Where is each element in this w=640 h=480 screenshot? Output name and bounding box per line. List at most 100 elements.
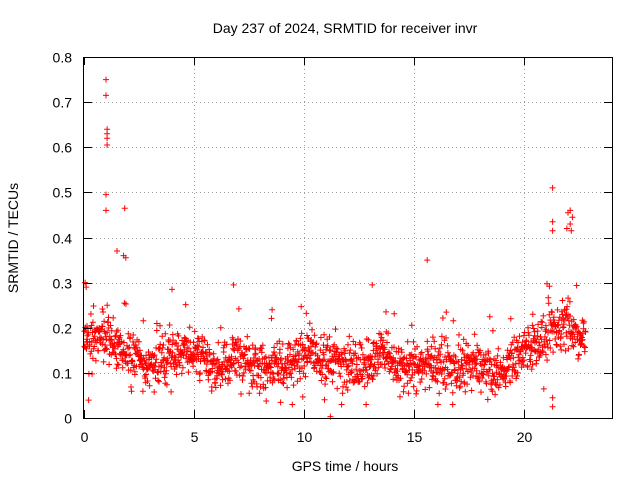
- data-point: [549, 403, 556, 410]
- data-point: [127, 351, 134, 358]
- data-point: [359, 373, 366, 380]
- data-point: [87, 350, 94, 357]
- data-point: [300, 370, 307, 377]
- data-point: [321, 331, 328, 338]
- data-point: [103, 345, 109, 352]
- data-point: [129, 358, 136, 365]
- data-point: [298, 330, 305, 337]
- data-point: [337, 373, 344, 380]
- data-point: [235, 305, 242, 312]
- data-point: [539, 319, 546, 326]
- data-point: [299, 393, 306, 400]
- data-point: [576, 329, 583, 336]
- data-point: [521, 357, 527, 364]
- data-point: [244, 333, 251, 340]
- data-point: [319, 357, 326, 364]
- data-point: [158, 349, 165, 356]
- data-point: [570, 343, 577, 350]
- data-point: [495, 384, 502, 391]
- data-point: [113, 355, 120, 362]
- data-point: [540, 385, 547, 392]
- data-point: [169, 341, 176, 348]
- data-point: [546, 337, 553, 344]
- data-point: [459, 363, 466, 369]
- data-point: [410, 383, 417, 390]
- y-tick-label: 0.6: [53, 140, 73, 156]
- data-point: [573, 323, 580, 330]
- data-point: [121, 205, 128, 212]
- data-point: [394, 368, 401, 375]
- data-point: [451, 367, 458, 374]
- data-point: [163, 381, 170, 388]
- data-point: [484, 396, 491, 403]
- data-point: [232, 368, 239, 375]
- data-point: [210, 350, 217, 357]
- data-point: [489, 327, 496, 334]
- data-point: [569, 342, 576, 349]
- data-point: [439, 315, 446, 321]
- data-point: [104, 329, 111, 336]
- data-point: [443, 334, 449, 341]
- data-point: [90, 303, 97, 309]
- data-point: [128, 388, 135, 395]
- data-point: [104, 135, 111, 142]
- data-point: [533, 336, 539, 343]
- data-point: [395, 345, 402, 352]
- data-point: [111, 345, 118, 352]
- data-point: [580, 318, 587, 325]
- data-point: [240, 355, 247, 362]
- data-point: [376, 352, 383, 359]
- data-point: [240, 369, 247, 376]
- data-point: [495, 345, 502, 352]
- data-point: [120, 348, 127, 355]
- data-point: [559, 297, 566, 304]
- data-point: [498, 371, 505, 378]
- data-point: [538, 318, 545, 325]
- data-point: [228, 353, 235, 360]
- data-point: [258, 349, 265, 356]
- data-point: [400, 388, 407, 395]
- data-point: [230, 360, 237, 367]
- data-point: [153, 320, 160, 327]
- data-point: [388, 363, 395, 370]
- data-point: [323, 375, 330, 382]
- data-point: [506, 363, 513, 370]
- data-point: [450, 317, 457, 324]
- data-point: [564, 303, 571, 310]
- data-point: [448, 380, 455, 387]
- data-point: [190, 363, 197, 370]
- data-point: [178, 370, 185, 377]
- data-point: [368, 360, 375, 367]
- data-point: [129, 357, 135, 364]
- data-point: [347, 347, 354, 354]
- data-point: [275, 370, 282, 376]
- data-point: [528, 366, 535, 373]
- data-point: [237, 338, 244, 344]
- y-tick-label: 0.2: [53, 321, 73, 337]
- data-point: [491, 373, 498, 380]
- data-point: [424, 348, 431, 355]
- data-point: [182, 301, 189, 308]
- data-point: [103, 336, 110, 343]
- data-point: [108, 336, 115, 343]
- data-point: [190, 339, 197, 346]
- data-point: [372, 365, 379, 372]
- data-point: [174, 346, 181, 353]
- data-point: [159, 344, 166, 351]
- data-point: [572, 339, 579, 346]
- data-point: [217, 324, 224, 331]
- data-point: [271, 344, 278, 351]
- data-point: [95, 347, 102, 354]
- data-point: [357, 341, 364, 348]
- data-point: [385, 360, 392, 367]
- data-point: [312, 341, 319, 348]
- data-point: [582, 329, 589, 335]
- y-tick-label: 0.1: [53, 366, 73, 382]
- x-axis-label: GPS time / hours: [292, 458, 399, 474]
- data-point: [529, 361, 536, 368]
- data-point: [173, 339, 180, 346]
- data-point: [516, 333, 523, 340]
- data-point: [106, 333, 113, 340]
- data-point: [365, 337, 372, 343]
- axis-ticks: [84, 57, 612, 419]
